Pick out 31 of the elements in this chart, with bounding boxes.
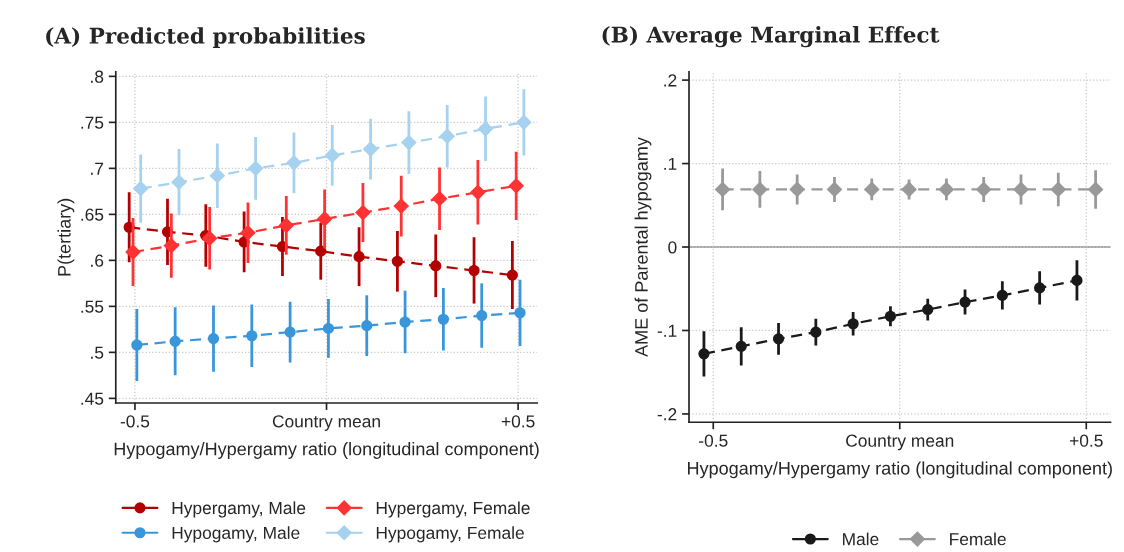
y-tick-label: .75: [81, 116, 104, 129]
y-axis-title: P(tertiary): [57, 198, 75, 276]
y-tick-label: .6: [91, 254, 104, 267]
legend-label: Hypogamy, Male: [172, 526, 300, 543]
x-tick-label: +0.5: [1069, 434, 1103, 447]
y-tick-label: .65: [81, 208, 104, 221]
chart-title: (B) Average Marginal Effect: [602, 26, 940, 48]
x-axis-title: Hypogamy/Hypergamy ratio (longitudinal component): [688, 461, 1112, 479]
y-tick-label: -.1: [657, 324, 677, 337]
y-tick-label: -.2: [657, 408, 677, 421]
y-tick-label: .5: [91, 346, 104, 359]
y-tick-label: .1: [664, 157, 677, 170]
y-tick-label: .45: [81, 392, 104, 405]
legend-label: Female: [950, 532, 1006, 546]
y-tick-label: 0: [668, 241, 677, 254]
x-tick-label: +0.5: [501, 415, 535, 428]
y-axis-title: AME of Parental hypogamy: [634, 137, 652, 357]
x-tick-label: -0.5: [120, 415, 150, 428]
legend-label: Hypergamy, Male: [172, 501, 306, 518]
x-tick-label: Country mean: [272, 415, 380, 431]
chart-title: (A) Predicted probabilities: [46, 27, 365, 49]
x-tick-label: Country mean: [846, 434, 954, 451]
y-tick-label: .7: [91, 162, 104, 175]
legend-label: Hypogamy, Female: [376, 526, 524, 543]
y-tick-label: .8: [91, 70, 104, 83]
y-tick-label: .55: [81, 300, 104, 313]
x-tick-label: -0.5: [699, 434, 728, 447]
y-tick-label: .2: [664, 74, 677, 87]
legend-label: Hypergamy, Female: [376, 501, 530, 518]
legend-label: Male: [843, 532, 879, 546]
x-axis-title: Hypogamy/Hypergamy ratio (longitudinal component): [114, 442, 539, 459]
